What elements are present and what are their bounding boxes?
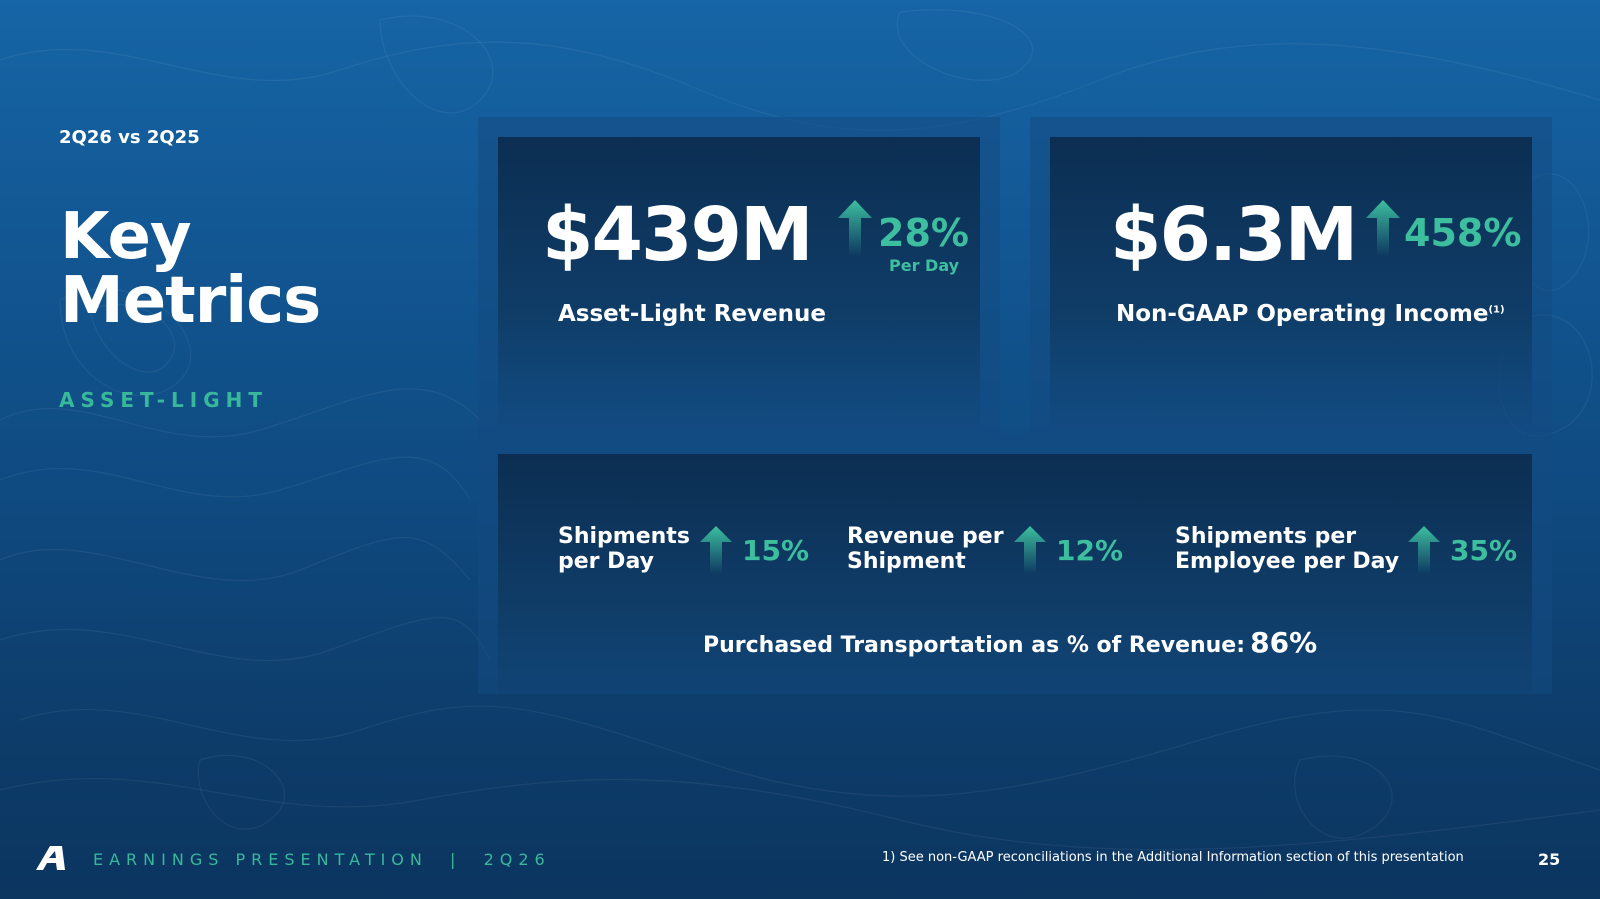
purchased-value: 86% <box>1250 626 1318 659</box>
metric-shipments-per-employee-change: 35% <box>1450 534 1518 567</box>
page-title-line2: Metrics <box>60 264 321 338</box>
revenue-value: $439M <box>542 192 814 278</box>
metric-label-line: Shipments <box>558 524 690 549</box>
up-arrow-icon <box>838 200 872 256</box>
up-arrow-icon <box>1366 200 1400 256</box>
income-card: $6.3M 458% Non-GAAP Operating Income(1) <box>1050 137 1532 435</box>
logo-a-icon <box>36 846 65 870</box>
metric-label-line: Shipments per <box>1175 524 1357 549</box>
metric-shipments-per-employee-label: Shipments per Employee per Day <box>1175 524 1399 574</box>
metric-revenue-per-shipment-label: Revenue per Shipment <box>847 524 1004 574</box>
revenue-label: Asset-Light Revenue <box>558 301 826 327</box>
comparison-period: 2Q26 vs 2Q25 <box>59 127 200 148</box>
footnote-ref: (1) <box>1488 304 1505 316</box>
purchased-label: Purchased Transportation as % of Revenue… <box>703 633 1246 658</box>
income-label: Non-GAAP Operating Income(1) <box>1116 301 1505 327</box>
footnote: 1) See non-GAAP reconciliations in the A… <box>882 850 1464 865</box>
page-title-line1: Key <box>60 200 192 274</box>
page-title: Key Metrics <box>60 200 321 338</box>
revenue-card: $439M 28% Per Day Asset-Light Revenue <box>498 137 980 435</box>
metric-label-line: Revenue per <box>847 524 1004 549</box>
metric-shipments-per-day-label: Shipments per Day <box>558 524 690 574</box>
income-change: 458% <box>1404 211 1522 255</box>
purchased-transportation: Purchased Transportation as % of Revenue… <box>703 626 1317 659</box>
income-value: $6.3M <box>1110 192 1358 278</box>
metric-label-line: Employee per Day <box>1175 549 1400 574</box>
metric-revenue-per-shipment-change: 12% <box>1056 534 1124 567</box>
metric-label-line: per Day <box>558 549 654 574</box>
income-label-text: Non-GAAP Operating Income <box>1116 301 1489 327</box>
up-arrow-icon <box>1014 526 1046 574</box>
footer-brand: EARNINGS PRESENTATION | 2Q26 <box>93 850 551 869</box>
metric-label-line: Shipment <box>847 549 966 574</box>
up-arrow-icon <box>1408 526 1440 574</box>
metrics-card: Shipments per Day 15% Revenue per Shipme… <box>498 454 1532 714</box>
metric-shipments-per-day-change: 15% <box>742 534 810 567</box>
up-arrow-icon <box>700 526 732 574</box>
revenue-change-note: Per Day <box>889 256 960 275</box>
revenue-change: 28% <box>878 211 969 255</box>
section-label: ASSET-LIGHT <box>59 388 269 412</box>
page-number: 25 <box>1538 850 1561 869</box>
